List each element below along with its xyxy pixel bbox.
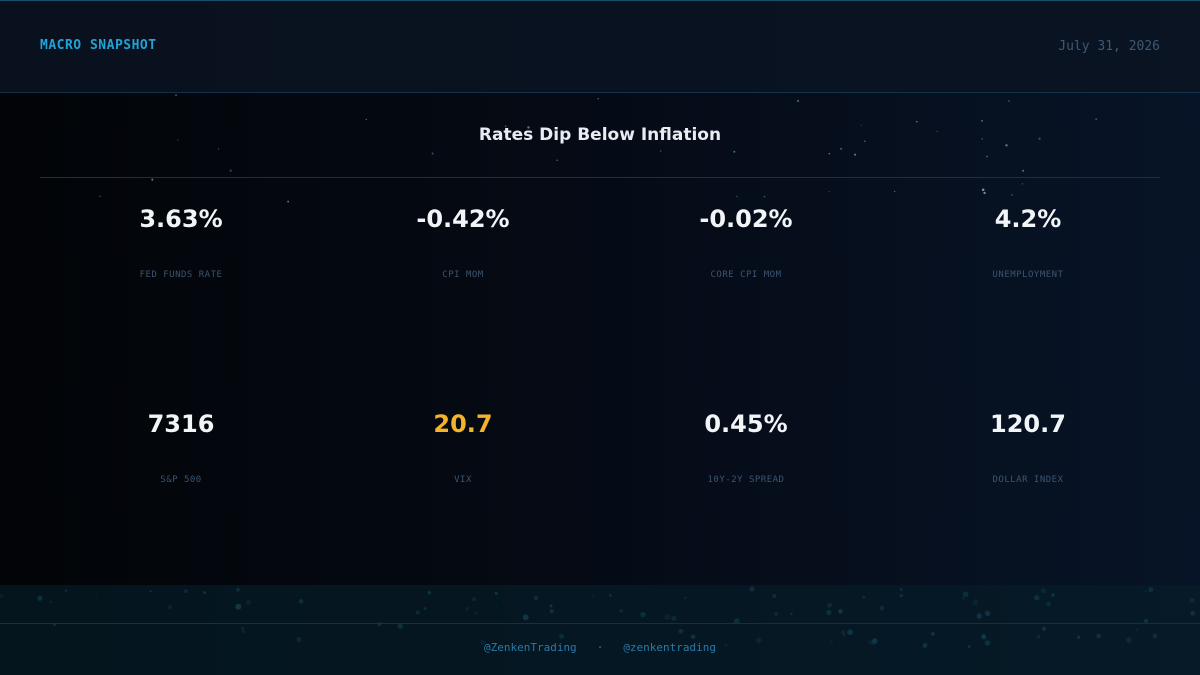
- header-date: July 31, 2026: [1058, 39, 1160, 54]
- particle: [1005, 144, 1008, 147]
- handle: @ZenkenTrading: [483, 641, 577, 654]
- footer-divider: [0, 623, 1200, 624]
- particle: [763, 195, 766, 198]
- particle: [1022, 169, 1025, 172]
- metric-value: -0.02%: [699, 205, 793, 233]
- particle: [99, 195, 101, 198]
- particle: [556, 159, 558, 161]
- particle: [983, 191, 986, 195]
- metric-label: S&P 500: [160, 475, 202, 485]
- header-title: MACRO SNAPSHOT: [40, 38, 157, 53]
- metric-value: 120.7: [990, 410, 1066, 438]
- particle: [597, 98, 599, 100]
- particle: [177, 139, 179, 141]
- particle: [659, 150, 662, 152]
- particle: [733, 150, 736, 153]
- metric-label: UNEMPLOYMENT: [992, 270, 1064, 280]
- header-bar: MACRO SNAPSHOT July 31, 2026: [0, 0, 1200, 93]
- metric-label: VIX: [454, 475, 472, 485]
- particle: [736, 195, 738, 197]
- particle: [860, 124, 862, 126]
- particle: [175, 94, 178, 97]
- particle: [796, 99, 800, 102]
- particle: [854, 153, 857, 156]
- handle: @zenkentrading: [623, 641, 717, 654]
- divider: [40, 177, 1160, 178]
- particle: [431, 152, 434, 155]
- particle: [894, 190, 896, 193]
- metric-value: 4.2%: [994, 205, 1062, 233]
- separator: ·: [596, 641, 604, 654]
- particle: [981, 188, 985, 192]
- metric-value: -0.42%: [416, 205, 510, 233]
- particle: [864, 140, 866, 142]
- footer-band: [0, 585, 1200, 675]
- particle: [1008, 100, 1010, 102]
- particle: [365, 118, 367, 121]
- footer: @ZenkenTrading · @zenkentrading: [0, 641, 1200, 654]
- metric-value: 20.7: [433, 410, 493, 438]
- particle: [986, 155, 988, 158]
- particle: [828, 152, 831, 155]
- particle: [936, 130, 938, 133]
- metric-label: DOLLAR INDEX: [992, 475, 1064, 485]
- metric-label: CORE CPI MOM: [710, 270, 782, 280]
- particle: [828, 191, 830, 193]
- particle: [527, 126, 530, 129]
- particle: [1095, 118, 1098, 121]
- particle: [1038, 137, 1041, 140]
- metric-label: 10Y-2Y SPREAD: [707, 475, 785, 485]
- particle: [1021, 183, 1024, 185]
- particle: [287, 200, 290, 203]
- particle: [840, 147, 843, 150]
- metric-value: 3.63%: [139, 205, 223, 233]
- headline: Rates Dip Below Inflation: [478, 125, 722, 145]
- metric-value: 0.45%: [704, 410, 788, 438]
- particle: [1011, 194, 1013, 196]
- particle: [981, 120, 983, 122]
- particle: [504, 125, 507, 127]
- particle: [217, 148, 219, 150]
- particle: [981, 138, 983, 140]
- particle: [915, 120, 918, 123]
- particle: [686, 132, 688, 135]
- metric-value: 7316: [147, 410, 215, 438]
- particle: [151, 178, 154, 181]
- metric-label: FED FUNDS RATE: [139, 270, 223, 280]
- metric-label: CPI MOM: [442, 270, 484, 280]
- particle: [229, 169, 232, 172]
